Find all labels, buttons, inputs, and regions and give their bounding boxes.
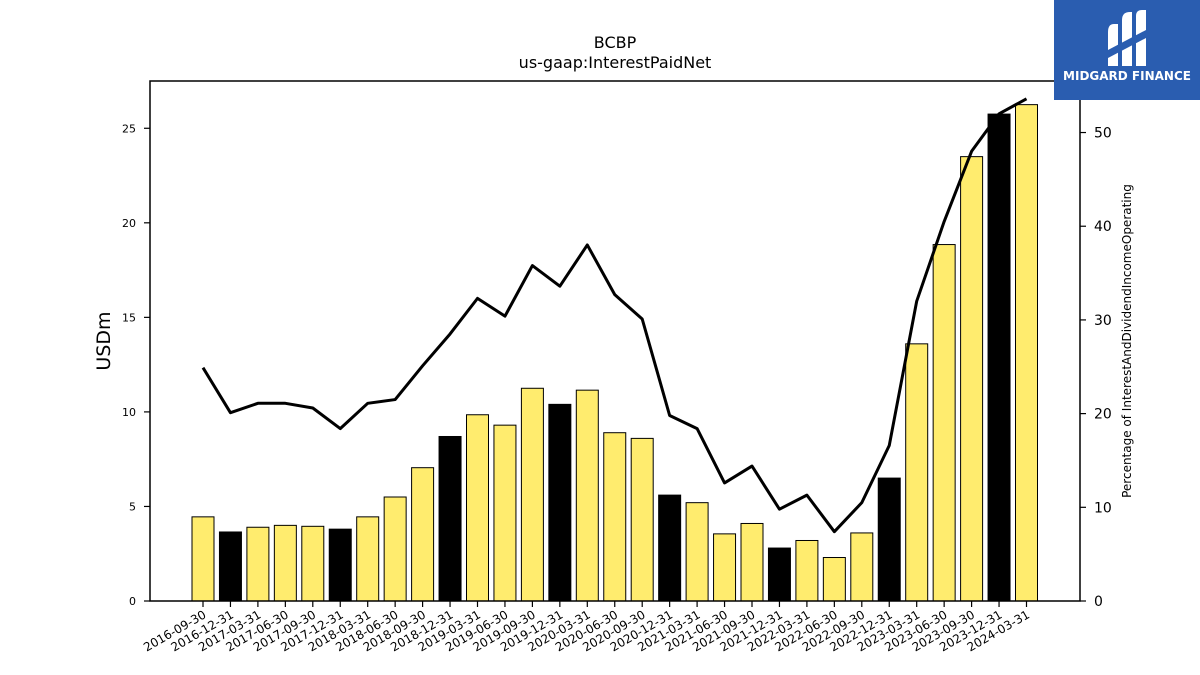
bar-2019-06-30 [493, 424, 517, 602]
bar-2021-12-31 [767, 547, 791, 602]
bar-2023-03-31 [905, 343, 929, 602]
y2-axis-label: Percentage of InterestAndDividendIncomeO… [1120, 184, 1134, 498]
y2-tick-label: 50 [1094, 126, 1112, 142]
midgard-finance-logo: MIDGARD FINANCE [1054, 0, 1200, 100]
bar-2022-03-31 [795, 539, 819, 602]
bar-2022-12-31 [877, 477, 901, 602]
bar-2022-06-30 [822, 557, 846, 602]
bar-2023-09-30 [960, 156, 984, 602]
bar-2021-09-30 [740, 522, 764, 602]
bar-2018-06-30 [383, 496, 407, 602]
bar-2018-12-31 [438, 435, 462, 602]
y-tick-label: 10 [122, 406, 136, 419]
bar-2019-12-31 [548, 403, 572, 602]
y-tick-label: 0 [129, 595, 136, 608]
y-tick-label: 15 [122, 311, 136, 324]
bar-2020-06-30 [603, 432, 627, 602]
line-series [201, 97, 1028, 534]
y2-tick-label: 0 [1094, 594, 1103, 610]
chart-title: BCBP [594, 33, 637, 52]
percentage-line [201, 97, 1028, 534]
logo-text: MIDGARD FINANCE [1063, 69, 1191, 83]
bar-2016-12-31 [218, 531, 242, 602]
bar-2016-09-30 [191, 516, 215, 602]
bar-2021-03-31 [685, 502, 709, 602]
bar-series [191, 104, 1038, 602]
x-axis-ticks: 2016-09-302016-12-312017-03-312017-06-30… [141, 601, 1032, 654]
chart-subtitle: us-gaap:InterestPaidNet [519, 53, 712, 72]
bar-2019-03-31 [466, 414, 489, 602]
y-tick-label: 25 [122, 122, 136, 135]
y2-tick-label: 10 [1094, 500, 1112, 516]
bar-2020-03-31 [575, 389, 599, 602]
bar-2019-09-30 [520, 387, 544, 602]
y-tick-label: 5 [129, 500, 136, 513]
bar-2017-03-31 [246, 526, 270, 602]
midgard-logo-icon [1108, 10, 1146, 66]
bar-2017-12-31 [328, 528, 352, 602]
bar-2018-09-30 [411, 467, 435, 602]
bar-2023-12-31 [987, 113, 1011, 602]
bar-2021-06-30 [713, 533, 737, 602]
bar-2017-06-30 [273, 524, 297, 602]
bar-2024-03-31 [1015, 104, 1038, 602]
y-axis-label: USDm [93, 311, 115, 370]
y2-tick-label: 40 [1094, 219, 1112, 235]
left-axis-ticks: 0 5 10 15 20 25 [122, 122, 150, 608]
bar-2022-09-30 [850, 532, 874, 602]
y2-tick-label: 20 [1094, 407, 1112, 423]
bar-2023-06-30 [932, 244, 956, 602]
bar-2020-09-30 [630, 437, 654, 602]
bar-2020-12-31 [658, 494, 682, 602]
bar-2018-03-31 [356, 516, 380, 602]
bar-2017-09-30 [301, 525, 325, 602]
y-tick-label: 20 [122, 217, 136, 230]
y2-tick-label: 30 [1094, 313, 1112, 329]
right-axis-ticks: 0 10 20 30 40 50 [1080, 126, 1112, 610]
